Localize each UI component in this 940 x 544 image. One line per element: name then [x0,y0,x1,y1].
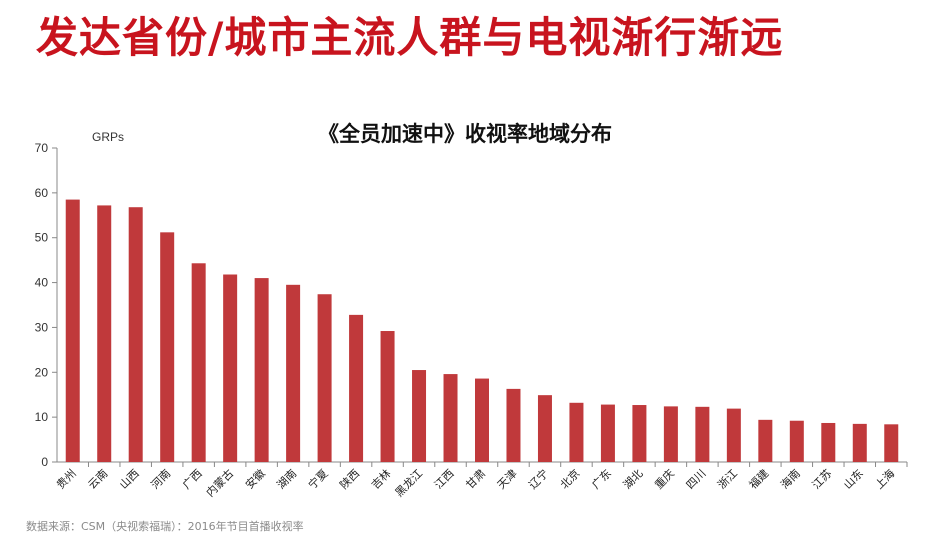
x-tick-label: 河南 [149,467,174,492]
bar-山西 [128,207,143,462]
x-tick-label: 湖北 [621,467,646,492]
y-tick-label: 60 [35,186,49,200]
x-tick-label: 广东 [589,467,614,492]
bar-湖南 [286,284,301,462]
bar-广东 [600,404,615,462]
x-tick-label: 上海 [872,466,897,491]
x-tick-label: 辽宁 [526,466,551,491]
page-headline: 发达省份/城市主流人群与电视渐行渐远 [36,13,784,62]
x-tick-label: 陕西 [337,466,362,491]
y-tick-label: 30 [35,320,49,334]
bar-陕西 [349,314,364,462]
x-tick-label: 江苏 [810,467,835,492]
x-tick-label: 海南 [777,466,802,491]
bar-湖北 [632,405,647,462]
bar-辽宁 [537,395,552,462]
x-tick-label: 重庆 [652,466,677,491]
y-tick-label: 0 [41,455,48,469]
x-tick-label: 黑龙江 [393,467,426,500]
x-tick-label: 福建 [746,466,771,491]
bar-四川 [695,406,710,462]
bar-安徽 [254,278,269,462]
x-tick-label: 宁夏 [305,466,330,491]
bar-黑龙江 [412,370,427,462]
bar-甘肃 [475,378,489,462]
bar-内蒙古 [223,274,238,462]
bar-福建 [758,419,773,462]
bar-河南 [160,232,175,462]
bar-宁夏 [317,294,332,462]
bar-贵州 [65,199,80,463]
x-tick-label: 贵州 [54,467,79,492]
x-tick-label: 安徽 [242,466,267,491]
y-tick-label: 10 [35,410,49,424]
x-tick-label: 甘肃 [463,467,488,492]
x-tick-label: 浙江 [715,467,740,492]
chart-title: 《全员加速中》收视率地域分布 [318,121,612,146]
bar-吉林 [380,331,395,462]
x-tick-label: 内蒙古 [203,466,236,499]
y-tick-label: 50 [35,231,49,245]
x-tick-label: 江西 [432,467,457,492]
y-tick-label: 40 [35,276,49,290]
y-axis-label: GRPs [92,130,124,144]
bar-浙江 [726,408,741,462]
source-note: 数据来源：CSM（央视索福瑞）：2016年节目首播收视率 [26,520,304,533]
x-tick-label: 广西 [180,467,205,492]
x-tick-label: 四川 [684,467,709,492]
bar-上海 [884,424,899,462]
y-tick-label: 20 [35,365,49,379]
bar-海南 [789,420,804,462]
bar-山东 [852,423,867,462]
x-tick-label: 湖南 [274,467,299,492]
x-tick-label: 北京 [557,466,582,491]
bar-江西 [443,374,458,462]
x-tick-label: 云南 [86,467,111,492]
bar-天津 [506,388,521,462]
bar-云南 [97,205,112,462]
bar-江苏 [821,422,836,462]
x-tick-label: 天津 [495,467,520,492]
bar-广西 [191,263,206,462]
y-tick-label: 70 [35,141,49,155]
x-tick-label: 山东 [841,467,866,492]
x-tick-label: 山西 [117,467,142,492]
bar-重庆 [663,406,678,462]
x-tick-label: 吉林 [368,466,393,491]
bar-北京 [569,402,584,462]
